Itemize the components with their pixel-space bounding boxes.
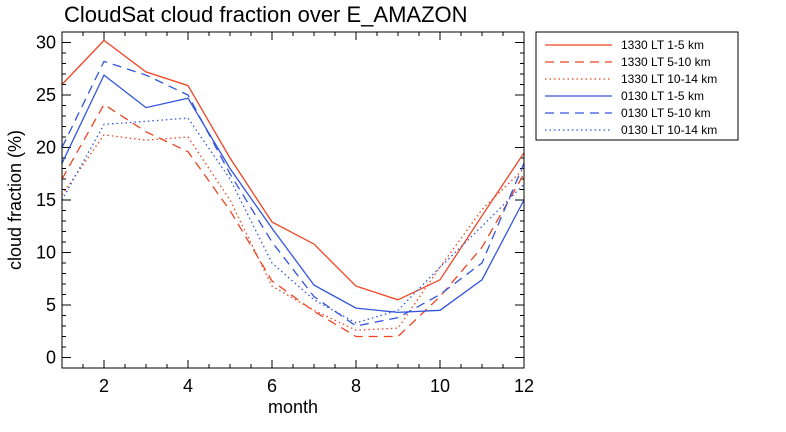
series-line-0: [61, 39, 525, 301]
legend-label-2: 1330 LT 10-14 km: [621, 72, 717, 86]
legend-label-0: 1330 LT 1-5 km: [621, 38, 704, 52]
x-tick-label: 8: [351, 376, 361, 396]
axis-ticks: [61, 32, 525, 368]
y-tick-label: 10: [36, 243, 56, 263]
legend: 1330 LT 1-5 km 1330 LT 5-10 km 1330 LT 10-…: [535, 31, 739, 141]
series-line-4: [61, 60, 525, 327]
y-tick-label: 0: [46, 348, 56, 368]
chart-title: CloudSat cloud fraction over E_AMAZON: [64, 2, 468, 27]
legend-box: [535, 31, 739, 141]
y-tick-label: 15: [36, 190, 56, 210]
series-line-5: [61, 117, 525, 324]
legend-label-3: 0130 LT 1-5 km: [621, 89, 704, 103]
legend-label-4: 0130 LT 5-10 km: [621, 106, 711, 120]
y-tick-label: 30: [36, 33, 56, 53]
y-tick-labels: 0 5 10 15 20 25 30: [36, 33, 56, 368]
x-tick-label: 6: [267, 376, 277, 396]
x-tick-label: 4: [183, 376, 193, 396]
y-axis-label: cloud fraction (%): [5, 130, 25, 270]
series-lines: [61, 39, 525, 338]
legend-label-1: 1330 LT 5-10 km: [621, 55, 711, 69]
series-line-3: [61, 74, 525, 314]
series-line-1: [61, 103, 525, 338]
x-axis-label: month: [268, 397, 318, 417]
legend-label-5: 0130 LT 10-14 km: [621, 123, 717, 137]
y-tick-label: 5: [46, 295, 56, 315]
y-tick-label: 20: [36, 138, 56, 158]
series-line-2: [61, 134, 525, 331]
y-tick-label: 25: [36, 85, 56, 105]
x-tick-label: 10: [430, 376, 450, 396]
x-tick-label: 12: [514, 376, 534, 396]
x-tick-label: 2: [99, 376, 109, 396]
x-tick-labels: 2 4 6 8 10 12: [99, 376, 534, 396]
plot-frame: [61, 31, 525, 369]
